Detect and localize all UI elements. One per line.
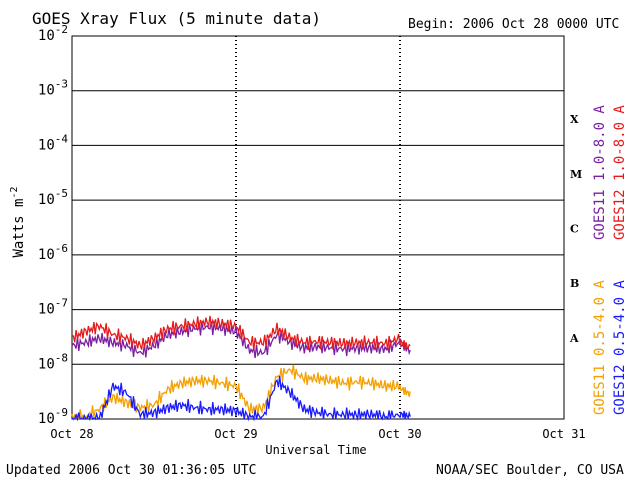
y-tick-label: 10-3 <box>38 78 68 99</box>
y-axis-title: Watts m-2 <box>9 186 27 257</box>
legend-entry: GOES12 1.0-8.0 A <box>612 105 628 240</box>
x-tick-label: Oct 31 <box>542 427 585 441</box>
begin-label: Begin: 2006 Oct 28 0000 UTC <box>408 17 619 32</box>
plot-frame <box>71 35 565 420</box>
series-line <box>71 364 411 422</box>
series-line <box>71 375 411 422</box>
legend-entry: GOES11 1.0-8.0 A <box>592 105 608 240</box>
x-tick-label: Oct 29 <box>214 427 257 441</box>
x-tick-label: Oct 28 <box>50 427 93 441</box>
y-tick-label: 10-7 <box>38 297 68 318</box>
credit-label: NOAA/SEC Boulder, CO USA <box>436 463 624 478</box>
flare-class-label: X <box>570 113 579 126</box>
y-tick-label: 10-5 <box>38 187 68 208</box>
flare-class-label: B <box>570 277 579 290</box>
y-tick-label: 10-8 <box>38 351 68 372</box>
series-line <box>71 315 411 351</box>
legend-entry: GOES12 0.5-4.0 A <box>612 280 628 415</box>
y-tick-label: 10-9 <box>38 406 68 427</box>
flare-class-label: M <box>570 168 582 181</box>
chart-title: GOES Xray Flux (5 minute data) <box>32 9 321 28</box>
x-axis-title: Universal Time <box>265 443 366 457</box>
plot-area: Oct 28 Oct 29 Oct 30 Oct 3110-210-310-410-5… <box>38 23 628 441</box>
x-tick-label: Oct 30 <box>378 427 421 441</box>
legend-entry: GOES11 0.5-4.0 A <box>592 280 608 415</box>
flare-class-label: A <box>569 332 579 345</box>
flare-class-label: C <box>570 223 579 236</box>
series-line <box>71 321 411 359</box>
y-tick-label: 10-4 <box>38 132 68 153</box>
updated-label: Updated 2006 Oct 30 01:36:05 UTC <box>6 463 256 478</box>
y-tick-label: 10-6 <box>38 242 68 263</box>
